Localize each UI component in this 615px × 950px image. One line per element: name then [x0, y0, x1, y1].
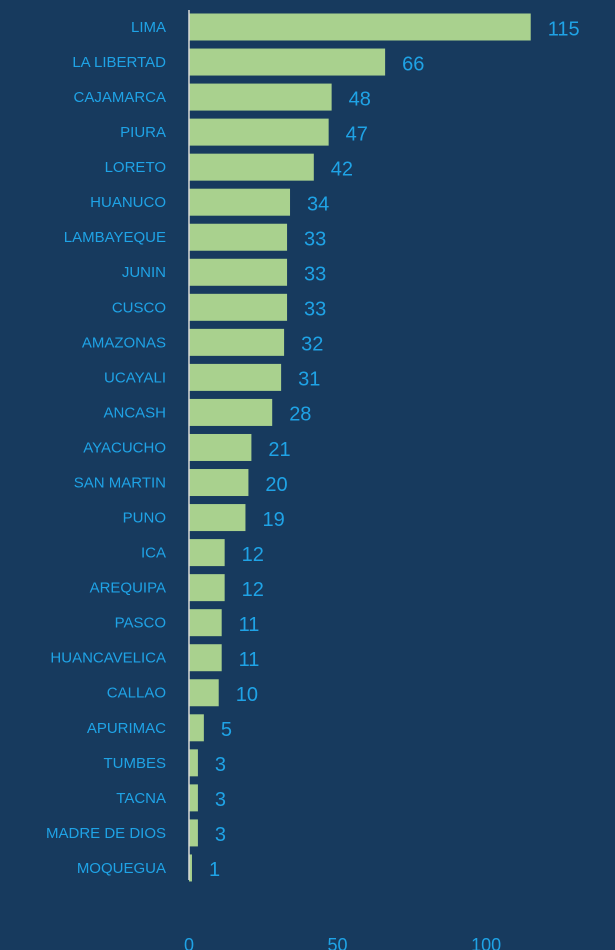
- bar: [189, 188, 291, 216]
- y-tick-label: PUNO: [123, 510, 166, 527]
- bar: [189, 854, 192, 882]
- y-tick-label: LORETO: [105, 159, 166, 176]
- value-label: 33: [304, 299, 326, 321]
- value-label: 12: [242, 579, 264, 601]
- bar: [189, 749, 198, 777]
- y-tick-label: JUNIN: [122, 264, 166, 281]
- y-tick-label: HUANCAVELICA: [50, 650, 166, 667]
- value-label: 1: [209, 859, 220, 881]
- bar: [189, 433, 252, 461]
- value-label: 48: [349, 88, 371, 110]
- y-tick-label: AYACUCHO: [83, 439, 166, 456]
- bar: [189, 574, 225, 602]
- value-label: 3: [215, 789, 226, 811]
- value-label: 31: [298, 369, 320, 391]
- bar: [189, 118, 329, 146]
- bar: [189, 13, 531, 41]
- y-tick-label: LIMA: [131, 19, 166, 36]
- value-label: 10: [236, 684, 258, 706]
- y-tick-label: AREQUIPA: [90, 580, 166, 597]
- value-label: 47: [346, 123, 368, 145]
- bar: [189, 83, 332, 111]
- y-tick-label: PIURA: [120, 124, 166, 141]
- y-tick-label: MADRE DE DIOS: [46, 825, 166, 842]
- value-label: 34: [307, 193, 329, 215]
- y-tick-label: MOQUEGUA: [77, 860, 166, 877]
- y-tick-label: PASCO: [115, 615, 166, 632]
- value-label: 21: [268, 439, 290, 461]
- x-tick-label: 0: [184, 935, 194, 950]
- bar: [189, 679, 219, 707]
- bar: [189, 644, 222, 672]
- value-label: 12: [242, 544, 264, 566]
- bar: [189, 363, 282, 391]
- y-tick-label: AMAZONAS: [82, 334, 166, 351]
- bar: [189, 504, 246, 532]
- y-tick-label: LAMBAYEQUE: [64, 229, 166, 246]
- value-label: 19: [262, 509, 284, 531]
- y-tick-label: CUSCO: [112, 299, 166, 316]
- bar: [189, 258, 288, 286]
- y-tick-label: CAJAMARCA: [73, 89, 166, 106]
- y-tick-label: APURIMAC: [87, 720, 166, 737]
- value-label: 11: [239, 649, 260, 671]
- y-tick-label: ANCASH: [103, 404, 166, 421]
- value-label: 115: [548, 18, 580, 40]
- bar: [189, 328, 285, 356]
- bar: [189, 469, 249, 497]
- value-label: 28: [289, 404, 311, 426]
- bar: [189, 153, 314, 181]
- value-label: 42: [331, 158, 353, 180]
- y-tick-label: UCAYALI: [104, 369, 166, 386]
- y-tick-label: SAN MARTIN: [74, 474, 166, 491]
- value-label: 5: [221, 719, 232, 741]
- x-tick-label: 50: [328, 935, 348, 950]
- y-tick-label: LA LIBERTAD: [72, 54, 166, 71]
- bar: [189, 223, 288, 251]
- y-tick-label: HUANUCO: [90, 194, 166, 211]
- value-label: 33: [304, 264, 326, 286]
- x-tick-label: 100: [471, 935, 501, 950]
- value-label: 32: [301, 334, 323, 356]
- y-tick-label: TACNA: [116, 790, 166, 807]
- value-label: 20: [265, 474, 287, 496]
- bar: [189, 293, 288, 321]
- bar: [189, 48, 386, 76]
- y-tick-label: ICA: [141, 545, 166, 562]
- value-label: 33: [304, 229, 326, 251]
- y-tick-label: CALLAO: [107, 685, 166, 702]
- value-label: 3: [215, 824, 226, 846]
- bar: [189, 609, 222, 637]
- bar: [189, 819, 198, 847]
- y-tick-label: TUMBES: [103, 755, 166, 772]
- value-label: 3: [215, 754, 226, 776]
- bar: [189, 714, 204, 742]
- bar: [189, 784, 198, 812]
- value-label: 11: [239, 614, 260, 636]
- bar: [189, 539, 225, 567]
- value-label: 66: [402, 53, 424, 75]
- bar: [189, 398, 273, 426]
